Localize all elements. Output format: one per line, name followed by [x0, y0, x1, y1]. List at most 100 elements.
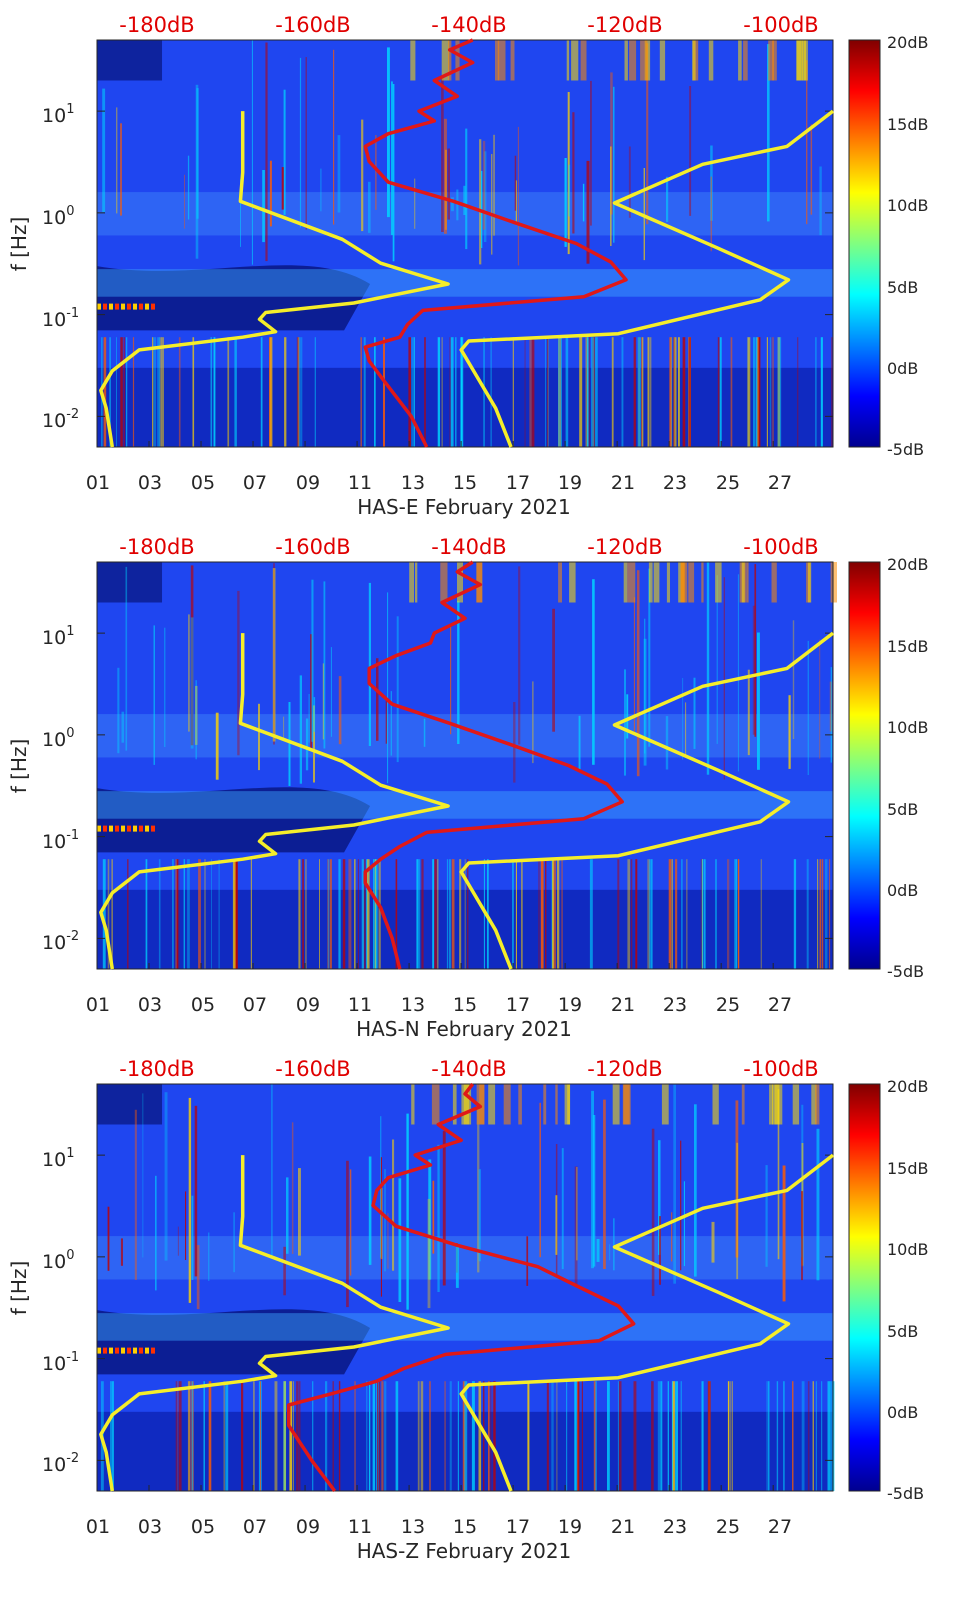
- transient-streak: [596, 1239, 600, 1262]
- hf-burst: [555, 1084, 558, 1125]
- transient-streak: [669, 337, 672, 447]
- transient-streak: [116, 107, 118, 214]
- transient-streak: [552, 608, 555, 732]
- y-tick-label: 100: [42, 204, 74, 229]
- transient-streak: [102, 88, 106, 213]
- transient-streak: [493, 1381, 496, 1491]
- panel-has-z: -180dB -160dB -140dB -120dB -100dB 01 03…: [7, 1057, 929, 1563]
- transient-streak: [626, 694, 629, 739]
- transient-streak: [376, 1381, 378, 1491]
- transient-streak: [701, 1381, 704, 1491]
- transient-streak: [449, 337, 451, 447]
- transient-streak: [633, 1381, 637, 1491]
- x-tick-label: 21: [611, 994, 635, 1016]
- transient-streak: [107, 859, 110, 969]
- transient-streak: [630, 859, 633, 969]
- hf-burst: [771, 562, 777, 603]
- transient-streak: [441, 337, 443, 447]
- transient-streak: [737, 574, 739, 772]
- transient-streak: [609, 1244, 611, 1261]
- top-db-label: -100dB: [743, 535, 818, 559]
- transient-streak: [272, 568, 276, 742]
- transient-streak: [125, 566, 128, 751]
- transient-streak: [120, 1238, 123, 1266]
- transient-streak: [408, 337, 411, 447]
- transient-streak: [291, 1122, 294, 1254]
- transient-streak: [380, 1187, 383, 1260]
- transient-streak: [801, 1191, 803, 1281]
- transient-streak: [354, 1381, 356, 1491]
- hf-burst: [666, 562, 670, 603]
- transient-streak: [658, 1140, 661, 1255]
- transient-streak: [747, 669, 750, 756]
- transient-streak: [361, 859, 364, 969]
- transient-streak: [299, 675, 302, 784]
- transient-streak: [651, 859, 653, 969]
- transient-streak: [134, 1109, 137, 1280]
- colorbar-gradient: [848, 39, 881, 448]
- hf-burst: [743, 40, 748, 81]
- x-tick-label: 11: [348, 472, 372, 494]
- band-dash: [151, 1347, 155, 1354]
- transient-streak: [164, 1092, 168, 1261]
- x-tick-label: 13: [401, 994, 425, 1016]
- transient-streak: [223, 1381, 225, 1491]
- transient-streak: [659, 1216, 661, 1285]
- transient-streak: [524, 337, 526, 447]
- transient-streak: [234, 337, 237, 447]
- transient-streak: [682, 678, 684, 760]
- transient-streak: [729, 1381, 731, 1491]
- transient-streak: [827, 1381, 831, 1491]
- hf-burst: [410, 40, 416, 81]
- band-dash: [115, 303, 119, 310]
- transient-streak: [675, 859, 678, 969]
- x-tick-label: 19: [558, 994, 582, 1016]
- hf-burst: [566, 40, 570, 81]
- secondary-band: [97, 1236, 833, 1280]
- transient-streak: [753, 337, 755, 447]
- transient-streak: [396, 616, 399, 763]
- transient-streak: [192, 337, 195, 447]
- transient-streak: [112, 1381, 114, 1491]
- top-db-axis: -180dB -160dB -140dB -120dB -100dB: [119, 1057, 818, 1081]
- transient-streak: [188, 614, 190, 732]
- quiet-region: [97, 1309, 371, 1375]
- transient-streak: [298, 859, 301, 969]
- series-line-psd: [363, 38, 628, 448]
- transient-streak: [706, 562, 710, 775]
- hf-burst: [648, 562, 653, 603]
- transient-streak: [547, 337, 549, 447]
- transient-streak: [757, 632, 760, 770]
- transient-streak: [269, 160, 272, 227]
- transient-streak: [817, 859, 819, 969]
- band-dash: [103, 1347, 107, 1354]
- transient-streak: [806, 60, 808, 225]
- transient-streak: [682, 337, 686, 447]
- band-dash: [127, 303, 131, 310]
- transient-streak: [558, 337, 561, 447]
- transient-streak: [314, 337, 316, 447]
- transient-streak: [595, 1381, 597, 1491]
- transient-streak: [478, 1381, 480, 1491]
- transient-streak: [577, 1381, 580, 1491]
- top-db-label: -140dB: [431, 13, 506, 37]
- transient-streak: [727, 1381, 730, 1491]
- band-dash: [121, 303, 125, 310]
- transient-streak: [578, 715, 581, 771]
- hf-burst: [712, 1084, 719, 1125]
- transient-streak: [437, 859, 439, 969]
- x-tick-label: 07: [243, 994, 267, 1016]
- transient-streak: [232, 859, 236, 969]
- transient-streak: [607, 1381, 610, 1491]
- transient-streak: [673, 1084, 676, 1284]
- transient-streak: [647, 859, 650, 969]
- transient-streak: [117, 667, 120, 754]
- x-tick-label: 09: [296, 994, 320, 1016]
- transient-streak: [286, 1177, 289, 1254]
- hf-burst: [640, 40, 648, 81]
- transient-streak: [187, 1381, 191, 1491]
- series-line-nlnm: [99, 1155, 450, 1492]
- colorbar-label: 10dB: [887, 718, 929, 737]
- y-tick-label: 10-1: [42, 828, 79, 853]
- transient-streak: [363, 337, 366, 447]
